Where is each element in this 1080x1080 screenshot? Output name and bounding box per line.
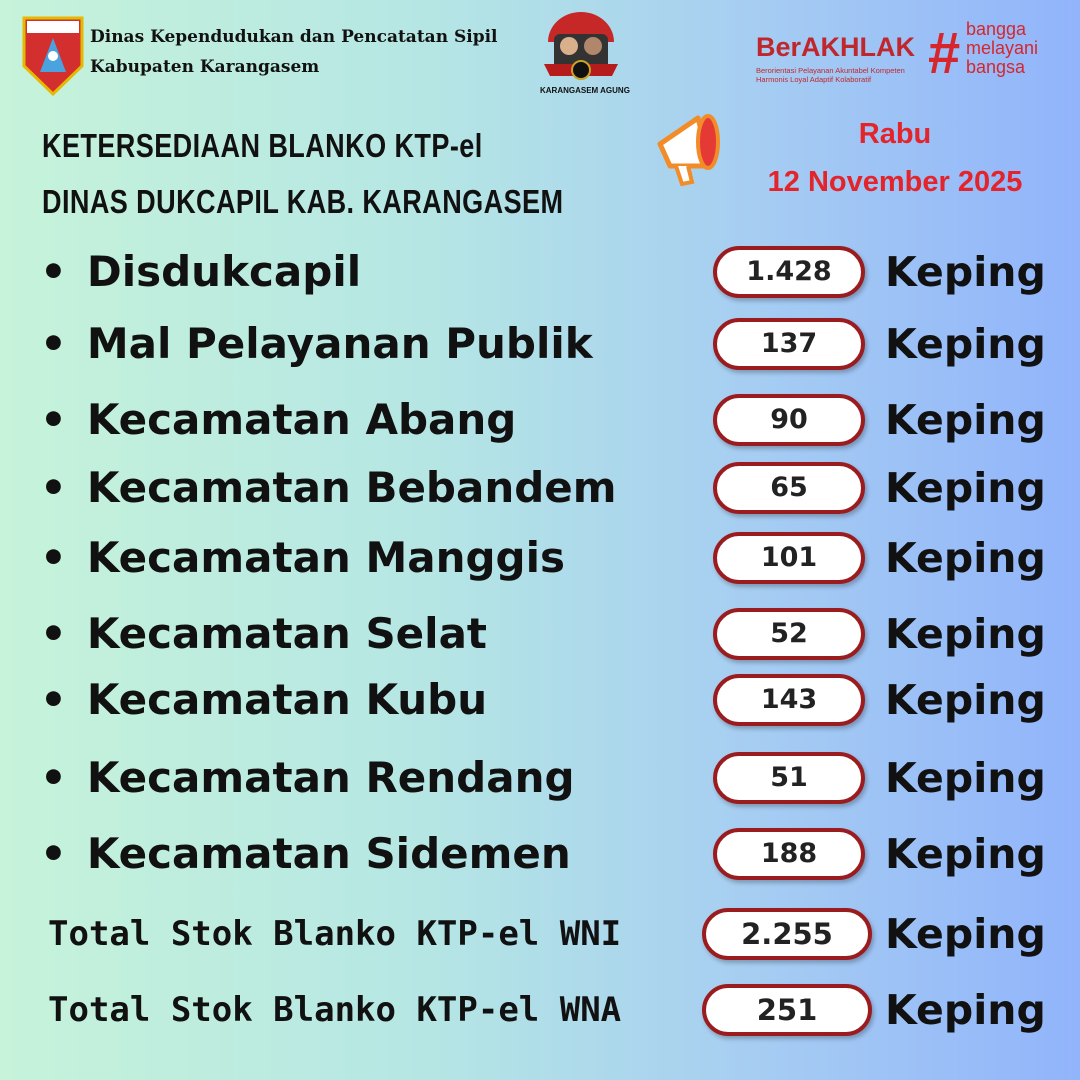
location-name: Kecamatan Bebandem xyxy=(86,463,617,512)
location-name: Kecamatan Rendang xyxy=(86,753,575,802)
regent-logo xyxy=(536,12,626,88)
unit-label: Keping xyxy=(885,248,1046,296)
bullet-icon: • xyxy=(40,829,67,878)
row-label: • Kecamatan Rendang xyxy=(40,748,575,808)
bullet-icon: • xyxy=(40,609,67,658)
tagline-1: bangga xyxy=(966,19,1027,39)
stock-value: 51 xyxy=(713,752,865,804)
stock-row: • Kecamatan Sidemen 188 Keping xyxy=(0,824,1080,884)
stock-value: 137 xyxy=(713,318,865,370)
stock-value: 143 xyxy=(713,674,865,726)
row-label: • Kecamatan Bebandem xyxy=(40,458,617,518)
karangasem-logo xyxy=(22,16,84,97)
row-label: • Kecamatan Manggis xyxy=(40,528,565,588)
day-label: Rabu xyxy=(858,118,932,150)
unit-label: Keping xyxy=(885,830,1046,878)
row-label: • Disdukcapil xyxy=(40,242,361,302)
row-label: • Kecamatan Sidemen xyxy=(40,824,571,884)
date-block: Rabu 12 November 2025 xyxy=(735,110,1055,206)
row-label: • Kecamatan Selat xyxy=(40,604,487,664)
row-label: • Kecamatan Abang xyxy=(40,390,516,450)
stock-row: • Disdukcapil 1.428 Keping xyxy=(0,242,1080,302)
location-name: Kecamatan Kubu xyxy=(86,675,488,724)
date-label: 12 November 2025 xyxy=(767,166,1023,198)
stock-row: • Kecamatan Kubu 143 Keping xyxy=(0,670,1080,730)
org-line-1: Dinas Kependudukan dan Pencatatan Sipil xyxy=(90,27,498,47)
location-name: Kecamatan Abang xyxy=(86,395,517,444)
stock-value: 1.428 xyxy=(713,246,865,298)
stock-value: 52 xyxy=(713,608,865,660)
total-row: Total Stok Blanko KTP-el WNA 251 Keping xyxy=(0,980,1080,1040)
stock-row: • Kecamatan Abang 90 Keping xyxy=(0,390,1080,450)
stock-row: • Kecamatan Bebandem 65 Keping xyxy=(0,458,1080,518)
bullet-icon: • xyxy=(40,247,67,296)
total-value: 2.255 xyxy=(702,908,872,960)
total-label: Total Stok Blanko KTP-el WNA xyxy=(48,990,622,1030)
unit-label: Keping xyxy=(885,464,1046,512)
berakhlak-sub-1: Berorientasi Pelayanan Akuntabel Kompete… xyxy=(756,66,905,75)
berakhlak-logo: BerAKHLAK xyxy=(756,32,916,62)
stock-row: • Kecamatan Selat 52 Keping xyxy=(0,604,1080,664)
location-name: Kecamatan Sidemen xyxy=(86,829,571,878)
hashtag-icon: # xyxy=(928,21,961,86)
unit-label: Keping xyxy=(885,910,1046,958)
unit-label: Keping xyxy=(885,676,1046,724)
stock-value: 65 xyxy=(713,462,865,514)
bullet-icon: • xyxy=(40,463,67,512)
bullet-icon: • xyxy=(40,395,67,444)
row-label: • Kecamatan Kubu xyxy=(40,670,487,730)
stock-value: 188 xyxy=(713,828,865,880)
page-title: KETERSEDIAAN BLANKO KTP-el DINAS DUKCAPI… xyxy=(42,118,563,230)
bullet-icon: • xyxy=(40,675,67,724)
tagline-3: bangsa xyxy=(966,57,1026,77)
center-logo-caption: KARANGASEM AGUNG xyxy=(540,86,630,95)
berakhlak-sub-2: Harmonis Loyal Adaptif Kolaboratif xyxy=(756,75,872,84)
location-name: Disdukcapil xyxy=(86,247,362,296)
bullet-icon: • xyxy=(40,753,67,802)
location-name: Kecamatan Manggis xyxy=(86,533,565,582)
title-line-2: DINAS DUKCAPIL KAB. KARANGASEM xyxy=(42,183,564,220)
stock-row: • Kecamatan Manggis 101 Keping xyxy=(0,528,1080,588)
row-label: • Mal Pelayanan Publik xyxy=(40,314,593,374)
stock-row: • Mal Pelayanan Publik 137 Keping xyxy=(0,314,1080,374)
bullet-icon: • xyxy=(40,319,67,368)
unit-label: Keping xyxy=(885,534,1046,582)
tagline-2: melayani xyxy=(966,38,1039,58)
bullet-icon: • xyxy=(40,533,67,582)
total-row: Total Stok Blanko KTP-el WNI 2.255 Kepin… xyxy=(0,904,1080,964)
bangga-melayani-bangsa: bangga melayani bangsa xyxy=(966,20,1038,77)
unit-label: Keping xyxy=(885,986,1046,1034)
unit-label: Keping xyxy=(885,396,1046,444)
total-label: Total Stok Blanko KTP-el WNI xyxy=(48,914,622,954)
unit-label: Keping xyxy=(885,610,1046,658)
stock-row: • Kecamatan Rendang 51 Keping xyxy=(0,748,1080,808)
unit-label: Keping xyxy=(885,754,1046,802)
total-value: 251 xyxy=(702,984,872,1036)
location-name: Mal Pelayanan Publik xyxy=(86,319,593,368)
megaphone-icon xyxy=(652,108,732,188)
stock-value: 90 xyxy=(713,394,865,446)
title-line-1: KETERSEDIAAN BLANKO KTP-el xyxy=(42,127,483,164)
org-line-2: Kabupaten Karangasem xyxy=(90,57,320,77)
stock-value: 101 xyxy=(713,532,865,584)
location-name: Kecamatan Selat xyxy=(86,609,487,658)
unit-label: Keping xyxy=(885,320,1046,368)
berakhlak-subtitle: Berorientasi Pelayanan Akuntabel Kompete… xyxy=(756,66,905,84)
organization-name: Dinas Kependudukan dan Pencatatan Sipil … xyxy=(90,22,498,82)
